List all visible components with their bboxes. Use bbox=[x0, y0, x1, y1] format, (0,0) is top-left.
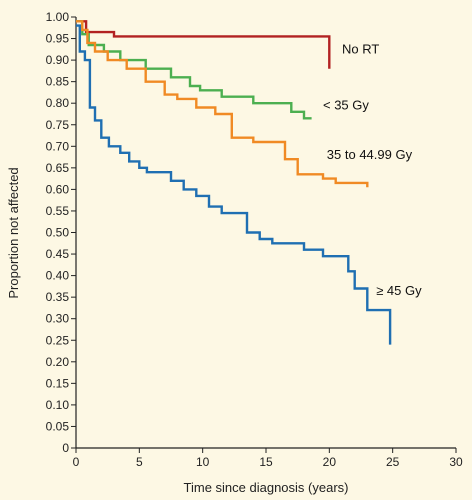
labels-layer: No RT < 35 Gy 35 to 44.99 Gy ≥ 45 Gy bbox=[323, 42, 422, 298]
x-tick-label: 20 bbox=[323, 455, 337, 469]
y-tick-label: 0.30 bbox=[46, 312, 70, 326]
y-tick-label: 0 bbox=[62, 441, 69, 455]
y-tick-label: 0.70 bbox=[46, 139, 70, 153]
y-tick-label: 0.60 bbox=[46, 182, 70, 196]
y-tick-label: 0.75 bbox=[46, 118, 70, 132]
y-tick-label: 0.15 bbox=[46, 376, 70, 390]
y-tick-label: 0.40 bbox=[46, 269, 70, 283]
x-tick-label: 0 bbox=[73, 455, 80, 469]
series-layer bbox=[76, 20, 392, 345]
series-line-1 bbox=[76, 20, 312, 120]
series-label-0: No RT bbox=[342, 42, 379, 57]
series-line-0 bbox=[76, 20, 331, 69]
x-tick-label: 30 bbox=[449, 455, 463, 469]
x-tick-label: 15 bbox=[259, 455, 273, 469]
series-line-3 bbox=[76, 24, 392, 345]
x-tick-label: 5 bbox=[136, 455, 143, 469]
y-tick-label: 0.85 bbox=[46, 75, 70, 89]
axes-layer bbox=[75, 17, 456, 449]
x-axis-title: Time since diagnosis (years) bbox=[184, 480, 349, 495]
y-tick-label: 0.20 bbox=[46, 355, 70, 369]
y-axis-title: Proportion not affected bbox=[6, 167, 21, 298]
y-tick-label: 0.05 bbox=[46, 419, 70, 433]
y-tick-label: 0.80 bbox=[46, 96, 70, 110]
series-label-2: 35 to 44.99 Gy bbox=[327, 147, 413, 162]
y-tick-label: 0.10 bbox=[46, 398, 70, 412]
x-tick-label: 25 bbox=[386, 455, 400, 469]
x-tick-label: 10 bbox=[196, 455, 210, 469]
series-line-2 bbox=[76, 20, 369, 188]
y-tick-label: 0.90 bbox=[46, 53, 70, 67]
series-label-3: ≥ 45 Gy bbox=[376, 283, 422, 298]
y-tick-label: 0.35 bbox=[46, 290, 70, 304]
ticks-layer: 0 5 10 15 20 25 30 0 0.05 0.10 0.15 0.20 0.25 0.30 0.3… bbox=[46, 10, 463, 469]
y-tick-label: 0.55 bbox=[46, 204, 70, 218]
y-tick-label: 0.25 bbox=[46, 333, 70, 347]
y-tick-label: 0.95 bbox=[46, 32, 70, 46]
y-tick-label: 0.50 bbox=[46, 226, 70, 240]
series-label-1: < 35 Gy bbox=[323, 98, 369, 113]
y-tick-label: 0.65 bbox=[46, 161, 70, 175]
y-tick-label: 0.45 bbox=[46, 247, 70, 261]
y-tick-label: 1.00 bbox=[46, 10, 70, 24]
